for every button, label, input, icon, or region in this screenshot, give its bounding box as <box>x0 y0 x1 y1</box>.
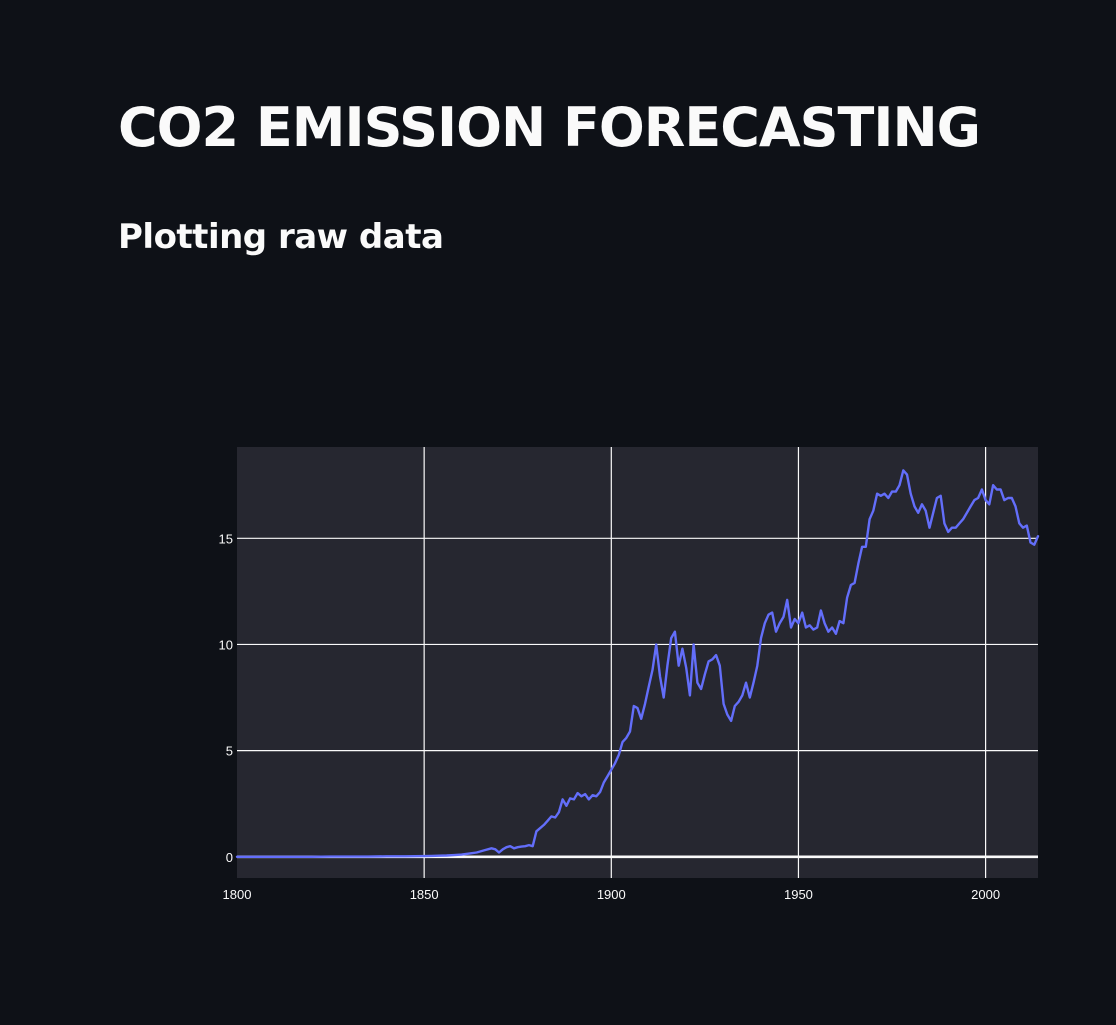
y-tick-label: 15 <box>219 531 233 546</box>
y-tick-label: 5 <box>226 744 233 759</box>
subheader: Plotting raw data <box>118 217 444 257</box>
plot-background <box>237 447 1038 878</box>
x-tick-label: 1900 <box>597 887 626 902</box>
y-tick-label: 10 <box>219 637 233 652</box>
series-layer <box>235 469 1040 858</box>
series-line[interactable] <box>235 469 1040 858</box>
y-tick-label: 0 <box>226 850 233 865</box>
x-axis-ticks: 1800 1850 1900 1950 2000 <box>223 887 1001 902</box>
page-title: CO2 EMISSION FORECASTING <box>118 96 981 159</box>
x-tick-label: 1850 <box>410 887 439 902</box>
x-tick-label: 1950 <box>784 887 813 902</box>
x-tick-label: 1800 <box>223 887 252 902</box>
y-axis-ticks: 0 5 10 15 <box>219 531 233 864</box>
x-tick-label: 2000 <box>971 887 1000 902</box>
